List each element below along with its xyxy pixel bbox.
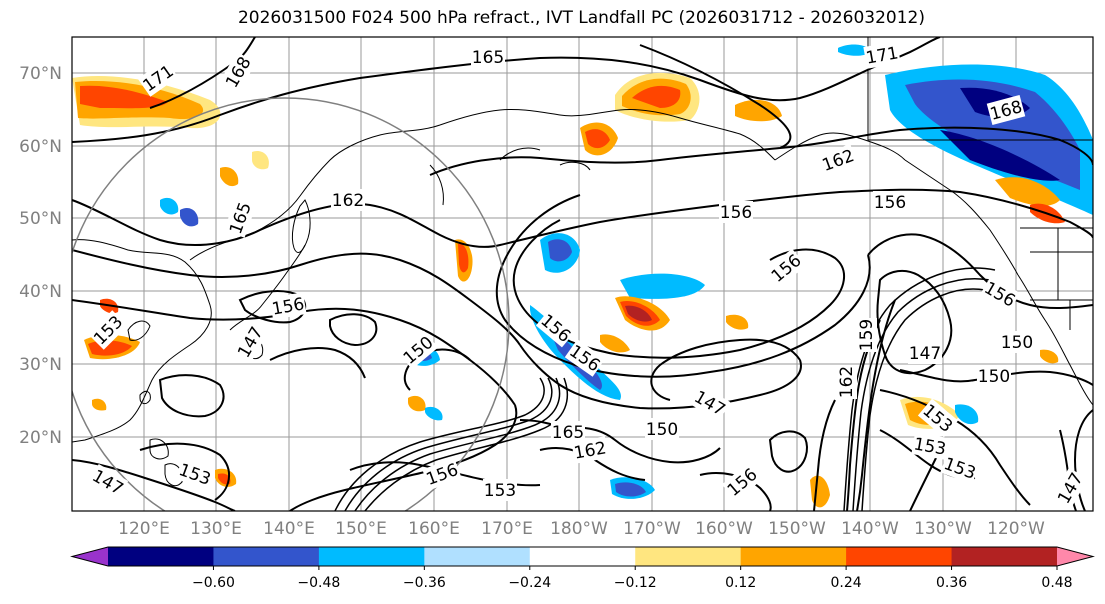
contour-label-bg (535, 308, 577, 348)
contour-label-bg (219, 51, 257, 93)
plot-title: 2026031500 F024 500 hPa refract., IVT La… (237, 8, 925, 28)
colorbar-tick-label: −0.12 (614, 575, 657, 591)
contour-label-bg (331, 189, 365, 211)
colorbar-extend-low (72, 547, 108, 566)
contour-label-bg (1000, 331, 1034, 353)
contour-label: 150 (646, 420, 678, 440)
lon-label: 130°W (914, 519, 972, 539)
lon-label: 140°W (841, 519, 899, 539)
lon-label: 170°W (623, 519, 681, 539)
lon-label: 120°W (987, 519, 1045, 539)
latitude-axis: 70°N 60°N 50°N 40°N 30°N 20°N (19, 64, 62, 448)
contour-label-bg (835, 365, 857, 399)
contour-label: 162 (837, 366, 857, 398)
colorbar-segment (951, 547, 1058, 566)
lat-label: 40°N (19, 282, 62, 302)
contour-label-bg (940, 451, 980, 485)
lat-label: 60°N (19, 137, 62, 157)
contour-label: 156 (874, 193, 906, 213)
lon-label: 160°E (408, 519, 460, 539)
colorbar-segment (846, 547, 953, 566)
colorbar-tick-label: 0.48 (1041, 575, 1072, 591)
lon-label: 120°E (118, 519, 170, 539)
contour-label-bg (719, 201, 753, 223)
contour-label-bg (689, 384, 731, 422)
colorbar-tick-label: 0.12 (725, 575, 756, 591)
contour-label-bg (873, 191, 907, 213)
contour-label-bg (551, 421, 585, 443)
colorbar-tick-label: −0.24 (508, 575, 551, 591)
map-frame (71, 36, 1094, 512)
lat-label: 70°N (19, 64, 62, 84)
contour-label-bg (422, 457, 462, 491)
contour-label-bg (979, 275, 1021, 313)
colorbar-segment (529, 547, 636, 566)
contour-label-bg (564, 339, 606, 377)
colorbar-tick-label: −0.36 (403, 575, 446, 591)
colorbar-segment (424, 547, 531, 566)
contour-label: 162 (332, 191, 364, 211)
contour-label-bg (1051, 467, 1089, 509)
lon-label: 170°E (481, 519, 533, 539)
contour-label: 156 (720, 203, 752, 223)
contour-label-bg (231, 321, 269, 363)
lon-label: 160°W (695, 519, 753, 539)
contour-label-bg (571, 436, 609, 464)
contour-label: 147 (909, 344, 941, 364)
lon-label: 150°W (768, 519, 826, 539)
contour-label-bg (137, 59, 179, 97)
colorbar-segment (108, 547, 214, 566)
contour-label-bg (765, 248, 807, 288)
contour-label-bg (645, 418, 679, 440)
lat-label: 30°N (19, 355, 62, 375)
contour-label-bg (977, 365, 1011, 387)
lat-label: 50°N (19, 209, 62, 229)
lon-label: 140°E (263, 519, 315, 539)
contour-label: 153 (484, 481, 516, 501)
lon-label: 180°W (550, 519, 608, 539)
colorbar-extend-high (1057, 547, 1093, 566)
colorbar-tick-label: 0.36 (936, 575, 967, 591)
lon-label: 150°E (335, 519, 387, 539)
contour-label-bg (863, 41, 901, 69)
contour-label: 150 (978, 367, 1010, 387)
colorbar-tick-label: 0.24 (831, 575, 862, 591)
contour-label-bg (855, 318, 877, 352)
colorbar-segment (318, 547, 425, 566)
colorbar-segment (213, 547, 320, 566)
colorbar-segment (635, 547, 742, 566)
colorbar-tick-label: −0.48 (297, 575, 340, 591)
contour-label-bg (397, 330, 439, 370)
colorbar-tick-label: −0.60 (192, 575, 235, 591)
contour-label-bg (88, 310, 128, 350)
contour-label-bg (175, 457, 215, 491)
lat-label: 20°N (19, 428, 62, 448)
colorbar-outline (70, 546, 1095, 567)
contour-label-bg (87, 463, 129, 501)
contour-label-bg (818, 143, 858, 177)
contour-label: 165 (472, 48, 504, 68)
contour-label: 165 (552, 423, 584, 443)
contour-label-bg (986, 94, 1026, 126)
contour-label-bg (483, 479, 517, 501)
contour-label-bg (269, 292, 307, 320)
contour-label-bg (908, 342, 942, 364)
contour-label: 159 (857, 319, 877, 351)
contour-label-bg (917, 398, 959, 438)
lon-label: 130°E (190, 519, 242, 539)
colorbar-segment (740, 547, 847, 566)
contour-label: 150 (1001, 333, 1033, 353)
landfall-region-circle (72, 97, 510, 511)
contour-label-bg (471, 46, 505, 68)
contour-label-bg (223, 198, 257, 238)
contour-label-bg (721, 462, 763, 502)
colorbar: −0.60 −0.48 −0.36 −0.24 −0.12 0.12 0.24 0.36 0.4… (70, 546, 1095, 591)
contour-bundle (334, 267, 996, 511)
contour-label-bg (911, 432, 949, 460)
longitude-axis: 120°E 130°E 140°E 150°E 160°E 170°E 180°W 170°W… (118, 519, 1045, 539)
